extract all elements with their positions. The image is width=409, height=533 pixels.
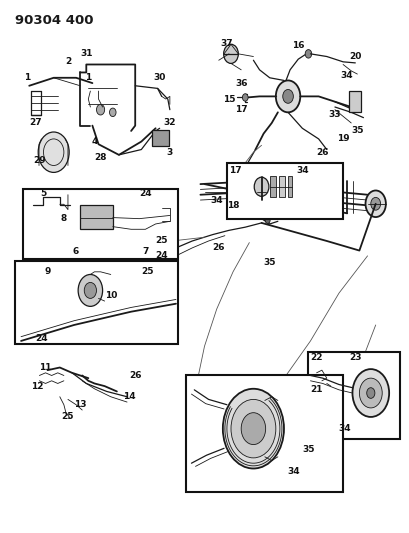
Text: 25: 25 (155, 237, 168, 246)
Text: 25: 25 (141, 268, 154, 276)
Circle shape (223, 389, 284, 469)
Text: 5: 5 (40, 189, 47, 198)
Circle shape (84, 282, 97, 298)
Circle shape (254, 177, 269, 196)
Text: 34: 34 (210, 196, 223, 205)
Text: 34: 34 (296, 166, 309, 175)
Text: 9: 9 (45, 268, 51, 276)
Text: 34: 34 (339, 424, 351, 433)
Text: 26: 26 (213, 244, 225, 253)
Text: 15: 15 (223, 94, 235, 103)
Bar (288, 176, 292, 197)
Circle shape (366, 190, 386, 217)
Circle shape (241, 413, 265, 445)
Text: 36: 36 (235, 78, 247, 87)
Text: 3: 3 (167, 148, 173, 157)
Text: 28: 28 (94, 153, 107, 162)
Circle shape (360, 378, 382, 408)
Bar (308, 352, 400, 439)
Text: 6: 6 (73, 247, 79, 256)
Text: 35: 35 (302, 446, 315, 455)
Text: 7: 7 (142, 247, 148, 256)
Text: 16: 16 (292, 42, 305, 51)
Text: 12: 12 (31, 382, 44, 391)
Circle shape (38, 132, 69, 172)
Circle shape (283, 90, 293, 103)
Text: 34: 34 (288, 467, 301, 475)
Text: 1: 1 (85, 73, 92, 82)
Circle shape (276, 80, 300, 112)
Circle shape (110, 108, 116, 117)
Text: 37: 37 (220, 39, 233, 48)
Text: 21: 21 (310, 385, 323, 394)
Text: 8: 8 (61, 214, 67, 223)
Bar (279, 176, 285, 197)
Bar (349, 91, 362, 112)
Bar (151, 131, 169, 147)
Circle shape (265, 217, 270, 223)
Text: 34: 34 (341, 70, 353, 79)
Circle shape (97, 104, 105, 115)
Text: 1: 1 (24, 73, 30, 82)
Text: 19: 19 (337, 134, 349, 143)
Circle shape (224, 44, 238, 63)
Text: 14: 14 (123, 392, 135, 401)
Text: 24: 24 (139, 189, 152, 198)
Text: 30: 30 (153, 73, 166, 82)
Bar (23, 189, 178, 259)
Text: 10: 10 (105, 291, 117, 300)
Text: 11: 11 (39, 363, 52, 372)
Text: 27: 27 (29, 118, 42, 127)
Bar (270, 176, 276, 197)
Text: 17: 17 (235, 105, 247, 114)
Bar (227, 163, 343, 219)
Text: 23: 23 (349, 353, 362, 362)
Text: 26: 26 (129, 371, 142, 380)
Bar (15, 261, 178, 344)
Text: 33: 33 (329, 110, 341, 119)
Text: 32: 32 (164, 118, 176, 127)
Text: 35: 35 (351, 126, 364, 135)
Text: 22: 22 (310, 353, 323, 362)
Circle shape (353, 369, 389, 417)
Text: 29: 29 (33, 156, 46, 165)
Text: 13: 13 (74, 400, 86, 409)
Bar (80, 205, 113, 229)
Circle shape (371, 197, 381, 210)
Circle shape (367, 387, 375, 398)
Text: 31: 31 (80, 50, 92, 58)
Text: 17: 17 (229, 166, 241, 175)
Circle shape (305, 50, 312, 58)
Text: 25: 25 (62, 412, 74, 421)
Text: 4: 4 (91, 137, 98, 146)
Circle shape (78, 274, 103, 306)
Text: 24: 24 (35, 334, 48, 343)
Text: 24: 24 (155, 252, 168, 260)
Text: 18: 18 (227, 201, 239, 210)
Text: 26: 26 (317, 148, 329, 157)
Text: 90304 400: 90304 400 (15, 14, 94, 27)
Text: 2: 2 (65, 58, 71, 66)
Bar (186, 375, 343, 492)
Text: 20: 20 (349, 52, 362, 61)
Circle shape (231, 399, 276, 458)
Circle shape (243, 94, 248, 101)
Text: 35: 35 (263, 258, 276, 266)
